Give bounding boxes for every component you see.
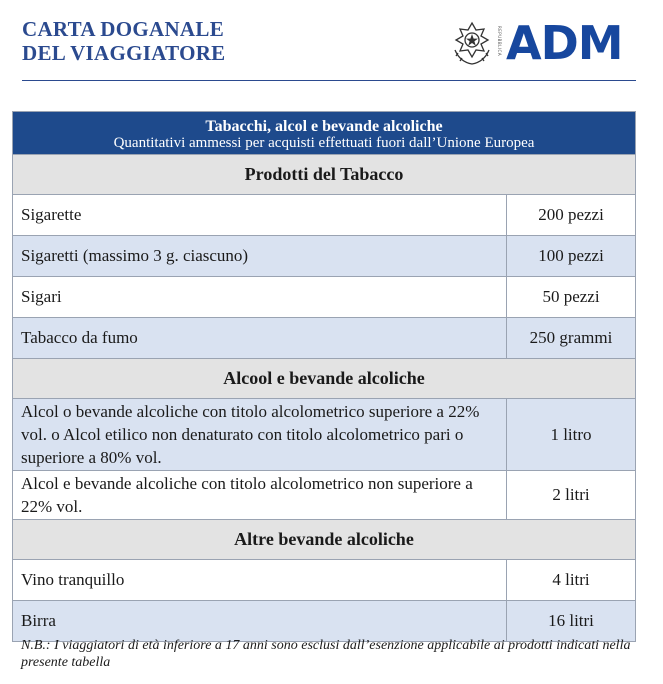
table-caption: Tabacchi, alcol e bevande alcoliche Quan… xyxy=(12,111,636,155)
item-cell: Sigarette xyxy=(12,194,507,236)
item-cell: Alcol o bevande alcoliche con titolo alc… xyxy=(12,398,507,471)
section-heading-row: Alcool e bevande alcoliche xyxy=(12,358,636,399)
item-cell: Alcol e bevande alcoliche con titolo alc… xyxy=(12,470,507,520)
table-row: Sigari 50 pezzi xyxy=(12,276,636,318)
item-cell: Sigaretti (massimo 3 g. ciascuno) xyxy=(12,235,507,277)
section-heading-row: Altre bevande alcoliche xyxy=(12,519,636,560)
quantity-cell: 16 litri xyxy=(506,600,636,642)
footnote-prefix: N.B.: xyxy=(21,638,51,653)
table-row: Sigaretti (massimo 3 g. ciascuno) 100 pe… xyxy=(12,235,636,277)
quantity-cell: 1 litro xyxy=(506,398,636,471)
document-title-line2: DEL VIAGGIATORE xyxy=(22,41,226,65)
table-row: Tabacco da fumo 250 grammi xyxy=(12,317,636,359)
emblem-caption: REPUBBLICA xyxy=(497,26,502,57)
item-cell: Birra xyxy=(12,600,507,642)
item-cell: Vino tranquillo xyxy=(12,559,507,601)
document-title: CARTA DOGANALE DEL VIAGGIATORE xyxy=(22,17,225,65)
table-row: Sigarette 200 pezzi xyxy=(12,194,636,236)
document-title-line1: CARTA DOGANALE xyxy=(22,17,225,41)
logo-wordmark: ADM xyxy=(506,16,624,70)
item-cell: Tabacco da fumo xyxy=(12,317,507,359)
quantity-cell: 50 pezzi xyxy=(506,276,636,318)
table-caption-row: Tabacchi, alcol e bevande alcoliche Quan… xyxy=(12,111,636,155)
footnote: N.B.: I viaggiatori di età inferiore a 1… xyxy=(21,637,641,671)
table-row: Alcol e bevande alcoliche con titolo alc… xyxy=(12,470,636,520)
quantity-cell: 100 pezzi xyxy=(506,235,636,277)
table-row: Vino tranquillo 4 litri xyxy=(12,559,636,601)
section-heading-other-alcohol: Altre bevande alcoliche xyxy=(12,519,636,560)
quantity-cell: 250 grammi xyxy=(506,317,636,359)
document-header: CARTA DOGANALE DEL VIAGGIATORE REPUBBLIC… xyxy=(0,0,663,92)
table-caption-title: Tabacchi, alcol e bevande alcoliche xyxy=(205,117,443,135)
table-caption-subtitle: Quantitativi ammessi per acquisti effett… xyxy=(113,134,535,151)
section-heading-row: Prodotti del Tabacco xyxy=(12,154,636,195)
quantity-cell: 200 pezzi xyxy=(506,194,636,236)
allowance-table: Tabacchi, alcol e bevande alcoliche Quan… xyxy=(12,111,636,642)
quantity-cell: 4 litri xyxy=(506,559,636,601)
table-row: Birra 16 litri xyxy=(12,600,636,642)
item-cell: Sigari xyxy=(12,276,507,318)
header-divider xyxy=(22,80,636,81)
italian-republic-emblem-icon xyxy=(454,21,490,65)
section-heading-tobacco: Prodotti del Tabacco xyxy=(12,154,636,195)
quantity-cell: 2 litri xyxy=(506,470,636,520)
table-row: Alcol o bevande alcoliche con titolo alc… xyxy=(12,398,636,471)
adm-logo: REPUBBLICA ADM xyxy=(450,16,630,70)
footnote-text: I viaggiatori di età inferiore a 17 anni… xyxy=(21,638,631,670)
section-heading-alcohol: Alcool e bevande alcoliche xyxy=(12,358,636,399)
